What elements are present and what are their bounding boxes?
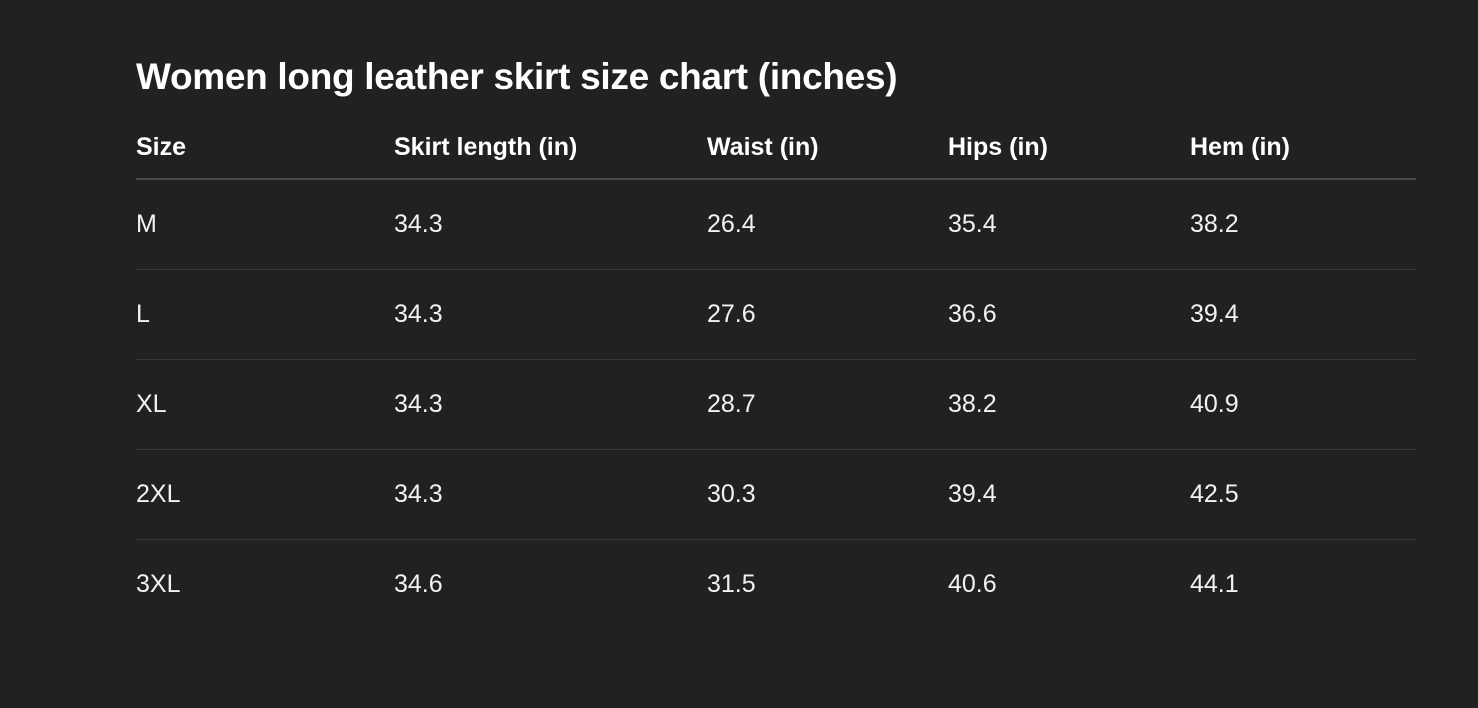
cell-size: L: [136, 269, 394, 360]
header-hips: Hips (in): [948, 116, 1190, 180]
table-row: 3XL 34.6 31.5 40.6 44.1: [136, 540, 1416, 630]
cell-skirt-length: 34.6: [394, 570, 443, 598]
cell-waist: 30.3: [707, 449, 948, 540]
cell-skirt-length: 34.3: [394, 359, 707, 450]
table-row: M 34.3 26.4 35.4 38.2: [136, 179, 1416, 270]
size-chart-table: Size Skirt length (in) Waist (in) Hips (…: [136, 116, 1416, 629]
cell-hem: 42.5: [1190, 449, 1416, 540]
header-waist: Waist (in): [707, 116, 948, 180]
cell-waist: 27.6: [707, 269, 948, 360]
cell-hips: 40.6: [948, 570, 997, 598]
page-title: Women long leather skirt size chart (inc…: [136, 56, 898, 97]
cell-skirt-length: 34.3: [394, 269, 707, 360]
cell-hips: 38.2: [948, 359, 1190, 450]
header-hem: Hem (in): [1190, 116, 1416, 180]
cell-waist: 26.4: [707, 179, 948, 270]
cell-size: 3XL: [136, 570, 181, 598]
header-size: Size: [136, 116, 394, 180]
cell-skirt-length: 34.3: [394, 449, 707, 540]
cell-size: XL: [136, 359, 394, 450]
cell-size: M: [136, 179, 394, 270]
cell-hem: 38.2: [1190, 179, 1416, 270]
cell-hem: 40.9: [1190, 359, 1416, 450]
table-row: 2XL 34.3 30.3 39.4 42.5: [136, 449, 1416, 540]
table-row: XL 34.3 28.7 38.2 40.9: [136, 359, 1416, 450]
table-header-row: Size Skirt length (in) Waist (in) Hips (…: [136, 116, 1416, 180]
header-skirt-length: Skirt length (in): [394, 116, 707, 180]
cell-waist: 31.5: [707, 570, 756, 598]
cell-hips: 36.6: [948, 269, 1190, 360]
cell-skirt-length: 34.3: [394, 179, 707, 270]
cell-size: 2XL: [136, 449, 394, 540]
cell-hips: 39.4: [948, 449, 1190, 540]
table-row: L 34.3 27.6 36.6 39.4: [136, 269, 1416, 360]
cell-hips: 35.4: [948, 179, 1190, 270]
cell-waist: 28.7: [707, 359, 948, 450]
cell-hem: 44.1: [1190, 570, 1239, 598]
cell-hem: 39.4: [1190, 269, 1416, 360]
